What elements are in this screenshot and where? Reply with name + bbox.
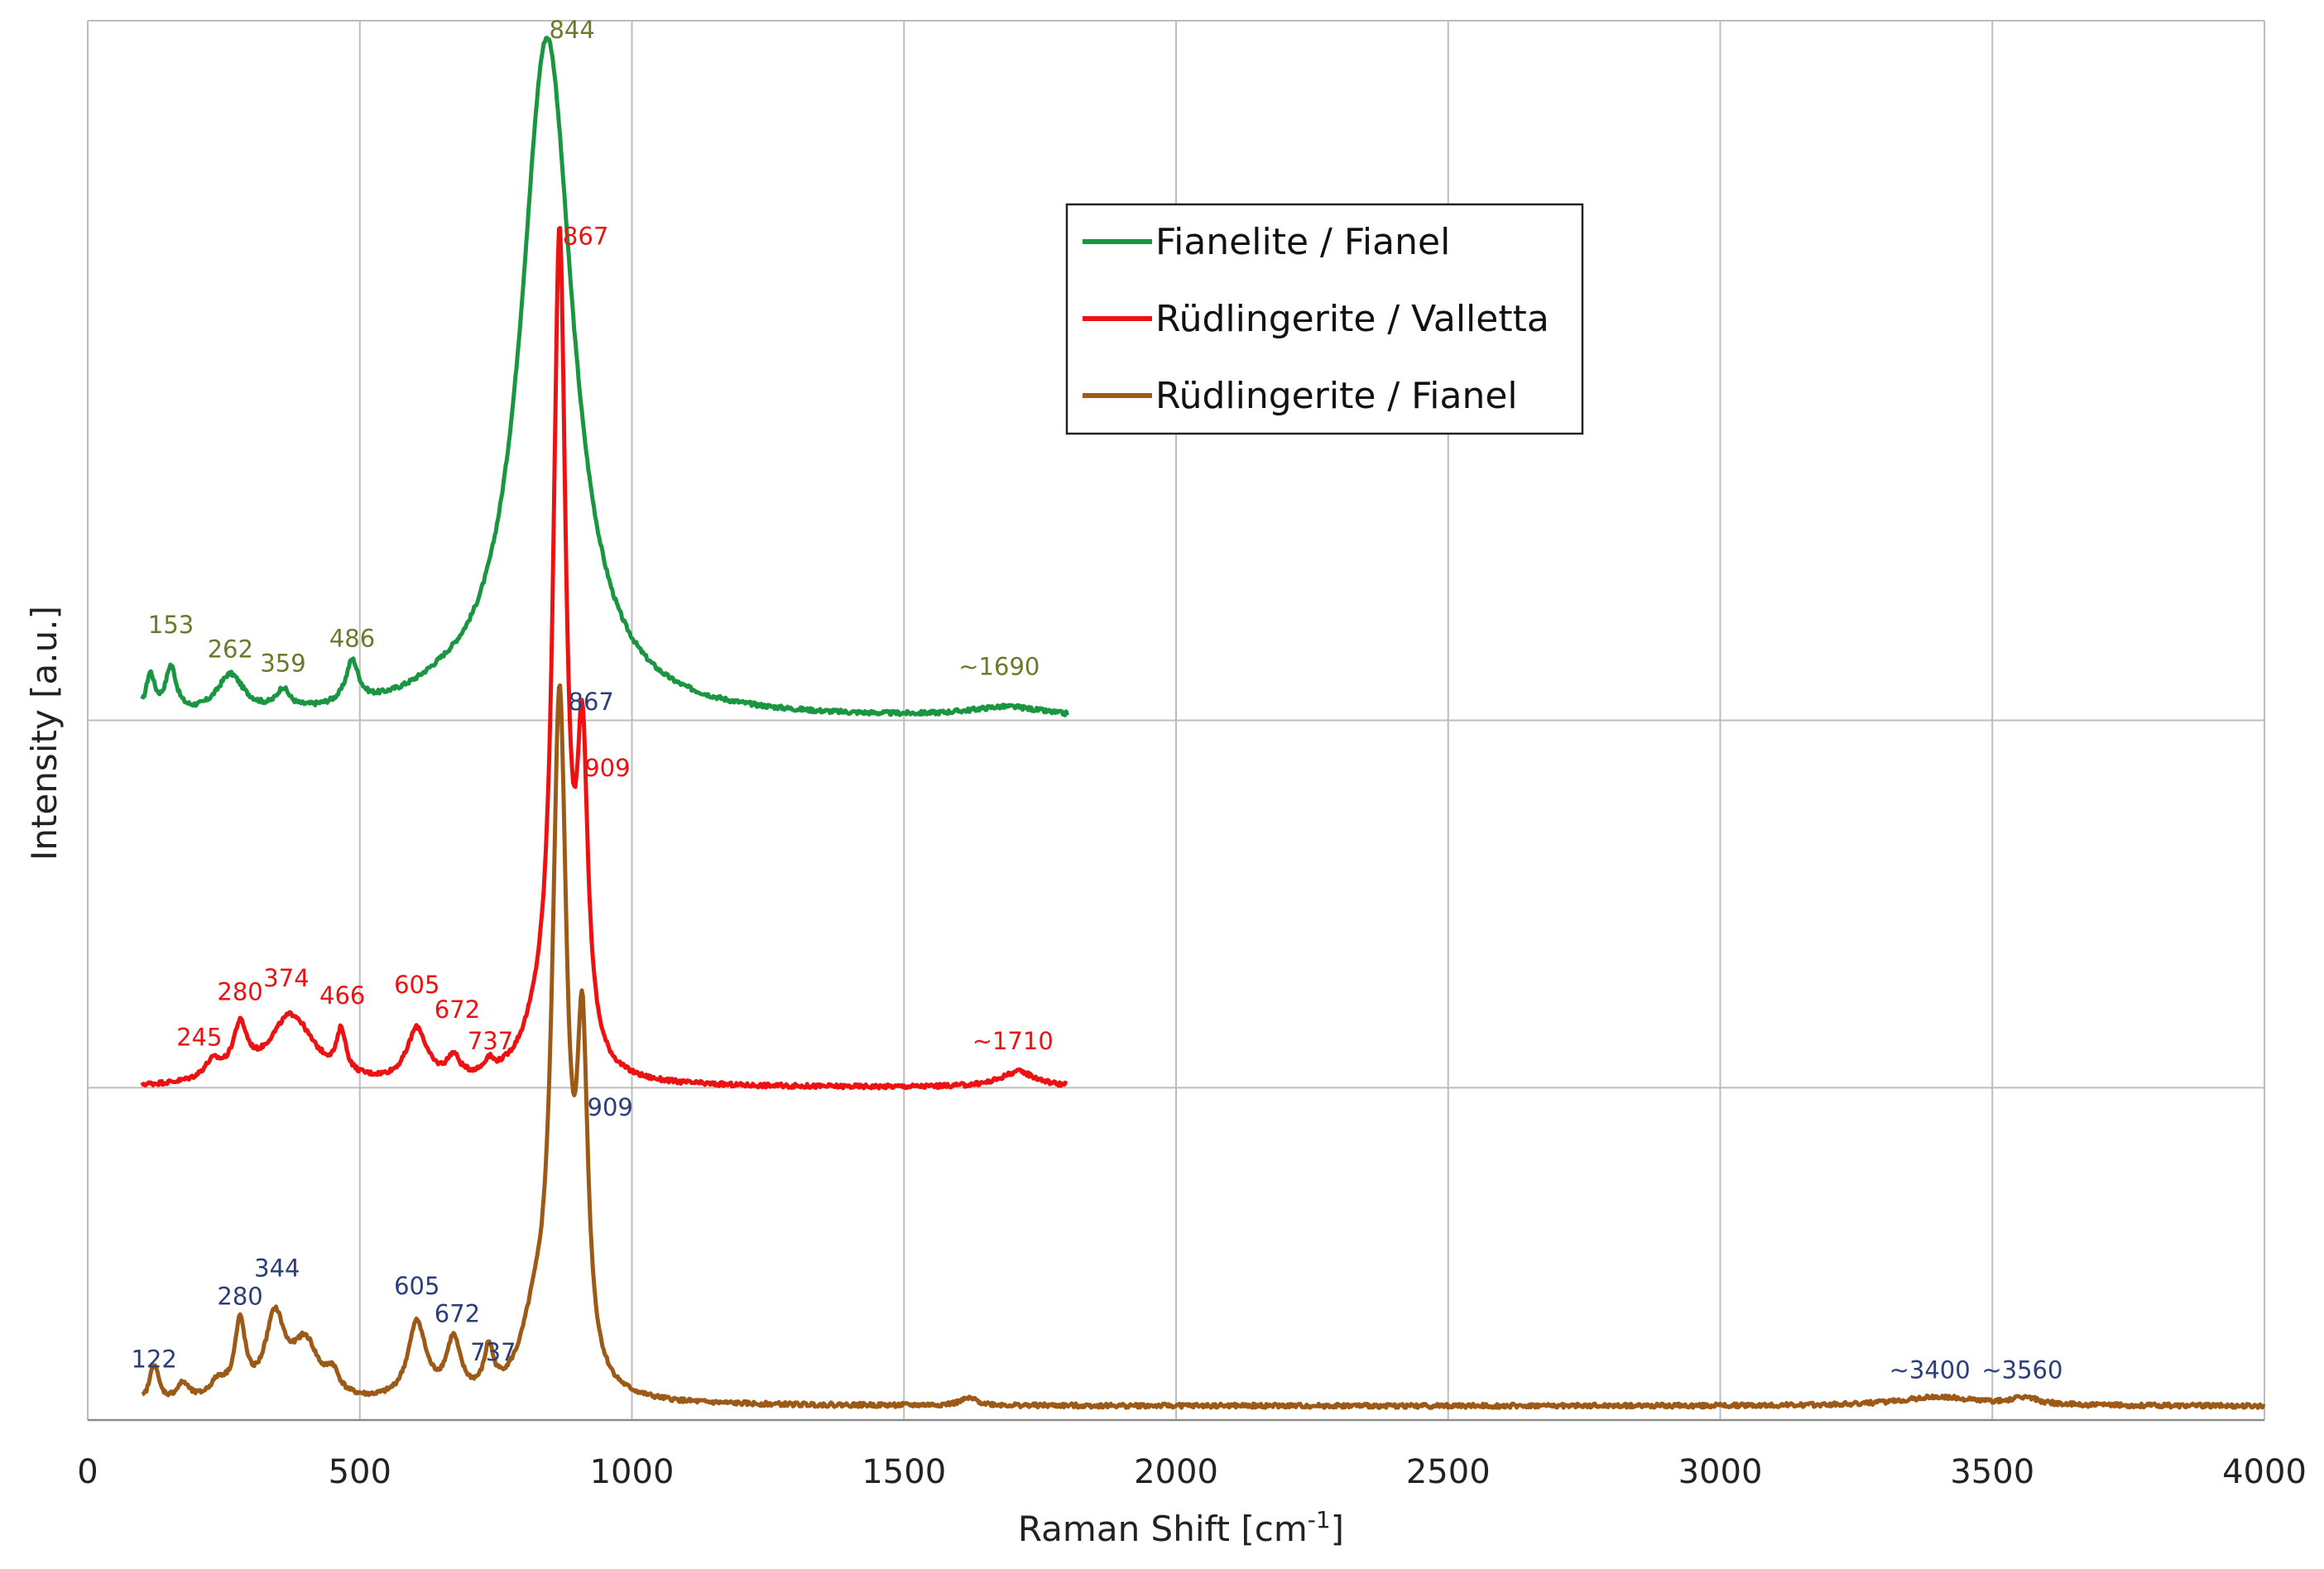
x-tick-label-1000: 1000 xyxy=(590,1453,675,1491)
x-tick-label-0: 0 xyxy=(77,1453,98,1491)
legend-entry-2: Rüdlingerite / Fianel xyxy=(1155,375,1518,417)
peak-label-0-1: 262 xyxy=(208,635,253,663)
peak-label-2-3: 605 xyxy=(394,1272,439,1300)
peak-label-0-3: 486 xyxy=(329,625,375,653)
series-line-2 xyxy=(141,683,2266,1410)
peak-label-0-4: 844 xyxy=(549,16,594,44)
peak-label-1-5: 672 xyxy=(435,996,480,1024)
x-tick-label-500: 500 xyxy=(329,1453,391,1491)
peak-label-1-3: 466 xyxy=(319,981,365,1010)
x-tick-label-1500: 1500 xyxy=(862,1453,946,1491)
legend-box xyxy=(1065,203,1584,435)
peak-label-1-0: 245 xyxy=(176,1024,222,1052)
peak-label-2-7: 909 xyxy=(588,1093,633,1121)
x-axis-title: Raman Shift [cm-1] xyxy=(1018,1506,1344,1549)
x-tick-label-2500: 2500 xyxy=(1406,1453,1491,1491)
x-tick-label-3000: 3000 xyxy=(1678,1453,1763,1491)
peak-label-0-5: ~1690 xyxy=(958,653,1040,681)
peak-label-2-5: 737 xyxy=(470,1338,516,1366)
y-axis-title: Intensity [a.u.] xyxy=(24,606,65,861)
peak-label-2-2: 344 xyxy=(254,1255,300,1283)
series-line-0 xyxy=(140,36,1069,717)
x-tick-label-3500: 3500 xyxy=(1950,1453,2034,1491)
peak-label-1-7: 867 xyxy=(563,223,608,251)
series-lines xyxy=(140,36,2266,1410)
peak-label-1-8: 909 xyxy=(584,754,630,782)
peak-label-2-8: ~3400 xyxy=(1889,1355,1971,1384)
peak-label-2-9: ~3560 xyxy=(1981,1355,2062,1384)
peak-label-1-1: 280 xyxy=(217,978,262,1006)
peak-label-2-0: 122 xyxy=(132,1346,177,1374)
peak-label-1-4: 605 xyxy=(394,971,439,999)
peak-label-2-1: 280 xyxy=(217,1282,262,1310)
series-line-1 xyxy=(140,226,1068,1091)
peak-label-0-0: 153 xyxy=(148,611,194,639)
peak-label-2-4: 672 xyxy=(435,1300,480,1328)
legend-entry-1: Rüdlingerite / Valletta xyxy=(1155,298,1549,340)
legend-entry-0: Fianelite / Fianel xyxy=(1155,221,1450,263)
peak-label-0-2: 359 xyxy=(260,649,305,677)
peak-label-1-9: ~1710 xyxy=(972,1027,1054,1055)
x-tick-label-4000: 4000 xyxy=(2222,1453,2307,1491)
peak-label-2-6: 867 xyxy=(569,688,614,716)
x-tick-labels: 0 500 1000 1500 2000 2500 3000 3500 4000 xyxy=(77,1453,2307,1491)
legend: Fianelite / Fianel Rüdlingerite / Vallett… xyxy=(1065,203,1584,435)
peak-label-1-2: 374 xyxy=(263,964,309,992)
x-tick-label-2000: 2000 xyxy=(1134,1453,1218,1491)
peak-label-1-6: 737 xyxy=(468,1027,513,1055)
